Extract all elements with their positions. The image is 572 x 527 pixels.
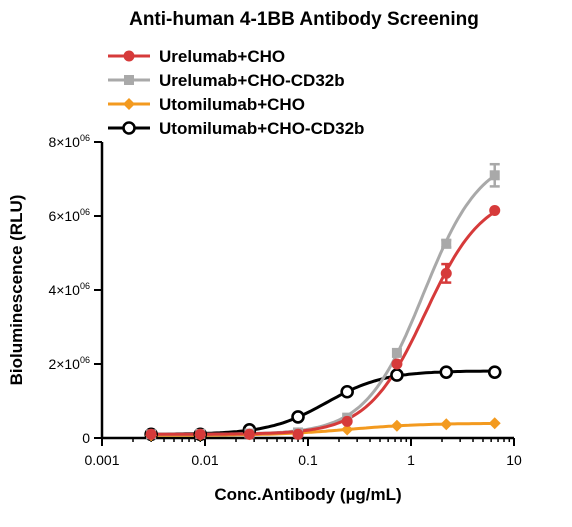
y-tick-exponent: 06 (80, 355, 90, 365)
y-tick-label: 4×1006 (48, 281, 90, 298)
y-tick-label: 0 (82, 430, 90, 446)
data-point (291, 410, 305, 424)
y-tick-exponent: 06 (80, 281, 90, 291)
data-point (341, 423, 354, 436)
data-point (489, 170, 500, 181)
x-tick-label: 10 (506, 452, 522, 468)
x-tick-label: 0.01 (191, 452, 218, 468)
data-point (391, 358, 403, 370)
legend-label: Utomilumab+CHO (159, 95, 305, 114)
y-tick-label: 6×1006 (48, 207, 90, 224)
legend-label: Utomilumab+CHO-CD32b (159, 119, 364, 138)
legend-label: Urelumab+CHO-CD32b (159, 71, 345, 90)
y-axis-label: Bioluminescence (RLU) (7, 195, 26, 386)
x-tick-label: 1 (407, 452, 415, 468)
data-point (439, 365, 454, 379)
legend: Urelumab+CHO Urelumab+CHO-CD32b Utomilumab… (108, 47, 364, 138)
data-point (487, 365, 502, 379)
data-point (441, 238, 452, 249)
data-point (194, 428, 206, 440)
data-point (390, 368, 404, 382)
data-point (440, 418, 453, 431)
chart-title: Anti-human 4-1BB Antibody Screening (129, 9, 479, 30)
y-tick-label: 8×1006 (48, 133, 90, 150)
data-point (292, 428, 304, 440)
x-tick-label: 0.1 (298, 452, 318, 468)
legend-marker (123, 98, 135, 110)
y-tick-exponent: 06 (80, 133, 90, 143)
data-point (243, 428, 255, 440)
data-point (391, 347, 402, 358)
ticks: 0.001 0.01 0.1 1 10 0 2×1006 4×1006 6×1006 8×1006 (48, 133, 522, 468)
data-point (489, 204, 501, 216)
legend-marker (122, 121, 136, 135)
legend-label: Urelumab+CHO (159, 47, 285, 66)
data-point (340, 384, 354, 399)
y-tick-label: 2×1006 (48, 355, 90, 372)
series-line (151, 174, 496, 436)
data-point (488, 417, 501, 430)
data-point (341, 415, 353, 427)
axes (100, 142, 514, 440)
y-tick-exponent: 06 (80, 207, 90, 217)
legend-marker (124, 75, 134, 85)
x-axis-label: Conc.Antibody (µg/mL) (214, 485, 401, 504)
data-point (145, 428, 157, 440)
data-point (440, 267, 452, 279)
x-tick-label: 0.001 (84, 452, 119, 468)
data-point (390, 419, 403, 432)
plot-area (144, 162, 502, 442)
series-line (151, 210, 496, 436)
legend-marker (123, 50, 135, 62)
